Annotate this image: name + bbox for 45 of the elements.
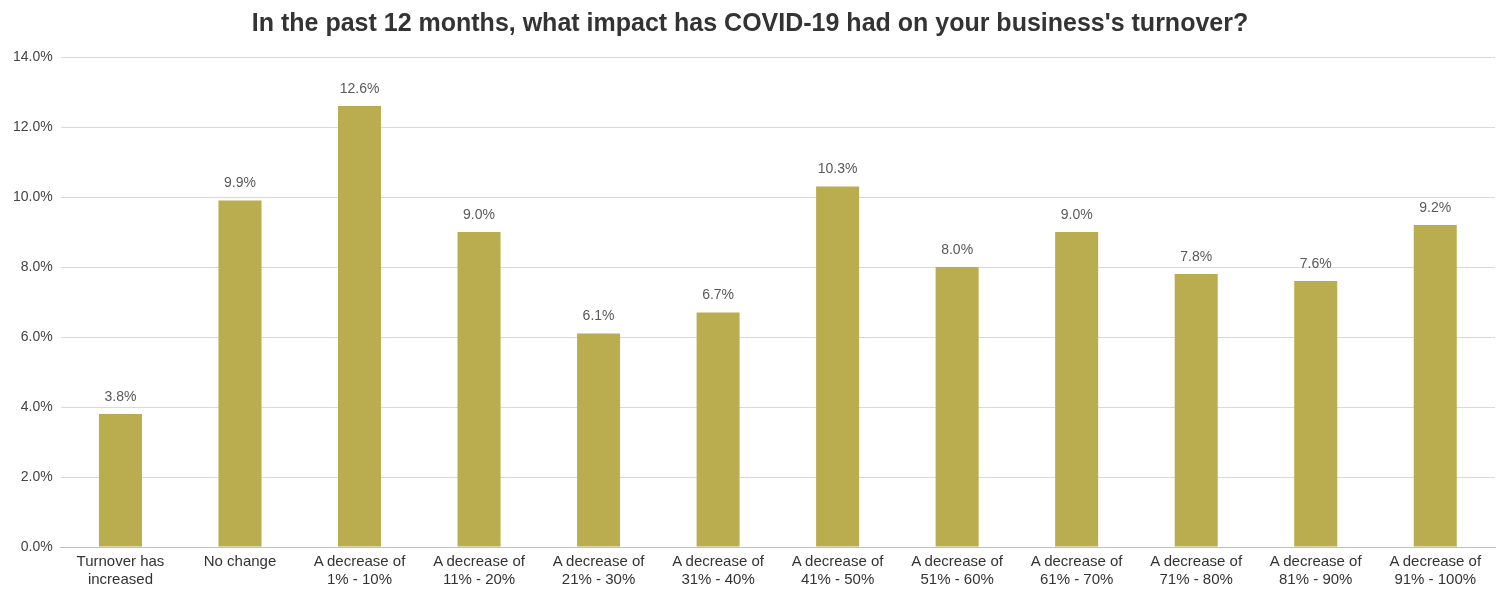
data-label: 7.6% [1299,254,1332,271]
data-label: 6.1% [582,307,615,324]
data-label: 9.2% [1419,198,1452,215]
x-tick-label: A decrease of 41% - 50% [791,552,885,588]
x-tick-label: A decrease of 21% - 30% [552,552,646,588]
x-tick-label: A decrease of 91% - 100% [1389,552,1482,588]
bar [816,186,860,547]
data-label: 12.6% [339,79,380,96]
y-tick-label: 6.0% [20,327,53,344]
x-tick-label: A decrease of 51% - 60% [911,552,1004,588]
data-label: 8.0% [941,240,974,257]
y-tick-label: 8.0% [20,257,53,274]
bar [577,333,621,547]
data-label: 9.0% [1060,205,1093,222]
bar [338,106,382,547]
data-label: 9.0% [463,205,495,222]
bar [1413,225,1457,547]
bar [457,232,501,547]
y-tick-label: 10.0% [12,187,53,204]
x-tick-label: Turnover has increased [76,552,165,588]
x-tick-label: A decrease of 31% - 40% [672,552,765,588]
x-tick-label: A decrease of 81% - 90% [1269,552,1363,588]
y-tick-label: 14.0% [12,47,53,64]
data-label: 7.8% [1180,247,1213,264]
data-label: 6.7% [702,286,735,303]
y-tick-label: 0.0% [20,537,53,554]
bar [218,200,262,547]
data-label: 3.8% [104,387,137,404]
bar [1174,274,1218,547]
bar [1055,232,1099,547]
x-tick-label: A decrease of 1% - 10% [313,552,407,588]
x-tick-label: No change [203,552,277,570]
bar [1294,281,1338,547]
x-tick-label: A decrease of 61% - 70% [1030,552,1124,588]
y-tick-label: 12.0% [12,117,53,134]
x-tick-label: A decrease of 11% - 20% [433,552,526,588]
bar [696,312,740,547]
data-label: 9.9% [224,174,256,191]
x-tick-label: A decrease of 71% - 80% [1150,552,1243,588]
chart-title: In the past 12 months, what impact has COVID-19 had on your business's turnover? [251,7,1249,36]
bar [935,267,979,547]
y-tick-label: 4.0% [20,397,53,414]
bar [98,414,142,547]
data-label: 10.3% [817,160,858,177]
y-tick-label: 2.0% [20,467,53,484]
